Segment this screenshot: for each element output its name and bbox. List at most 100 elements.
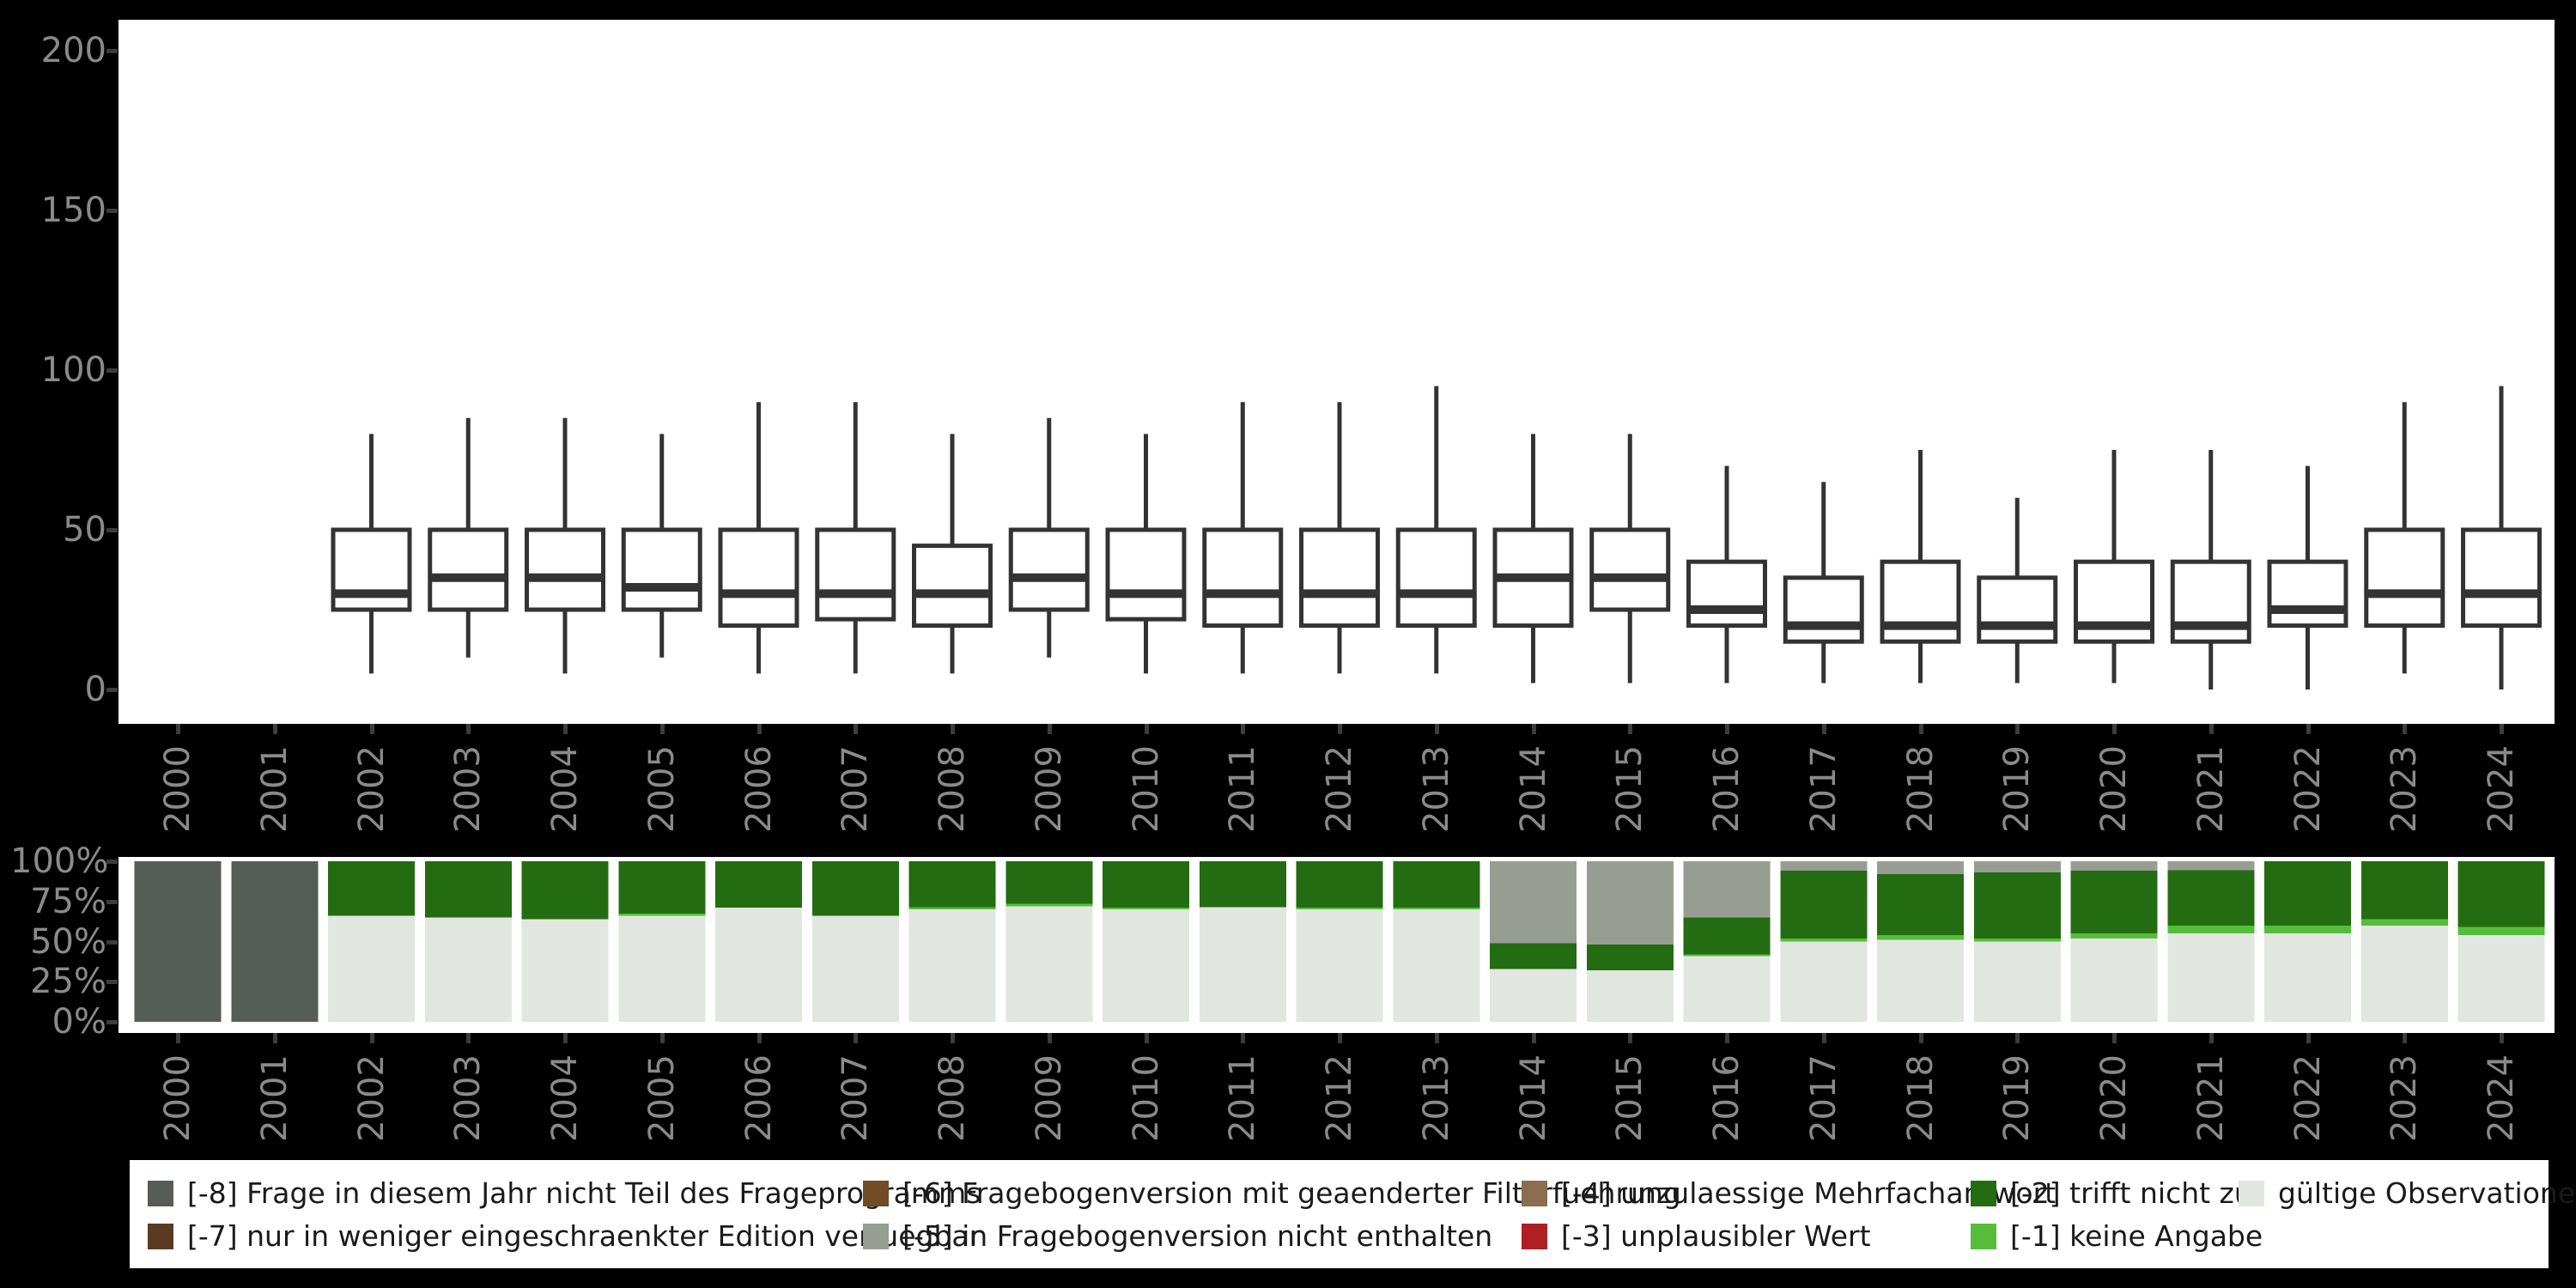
legend-label-valid: gültige Observationen — [2278, 1176, 2576, 1210]
bar-segment-2015-valid — [1586, 970, 1674, 1022]
legend-label-minus1: [-1] keine Angabe — [2010, 1219, 2263, 1253]
iqr-box — [2461, 527, 2542, 629]
boxplot-2023 — [2364, 402, 2445, 674]
bar-segment-2008-minus2 — [908, 861, 996, 908]
bar-segment-2004-minus2 — [521, 861, 609, 920]
year-label-top-2005: 2005 — [641, 745, 682, 833]
boxplot-2007 — [815, 402, 896, 674]
y-axis-tick — [106, 209, 118, 213]
legend-swatch-minus4 — [1522, 1181, 1547, 1206]
x-axis-tick-bottom — [1241, 1033, 1246, 1043]
year-label-bottom-2011: 2011 — [1223, 1054, 1263, 1142]
x-axis-tick-top — [2112, 724, 2117, 734]
year-label-bottom-2017: 2017 — [1803, 1054, 1844, 1142]
x-axis-tick-top — [854, 724, 859, 734]
year-label-top-2020: 2020 — [2094, 745, 2134, 833]
bar-segment-2017-minus1 — [1780, 938, 1868, 942]
x-axis-tick-bottom — [1628, 1033, 1633, 1043]
year-label-top-2021: 2021 — [2190, 745, 2231, 833]
boxplot-2003 — [428, 417, 509, 658]
x-axis-tick-bottom — [2208, 1033, 2214, 1043]
x-axis-tick-top — [369, 724, 374, 734]
bar-segment-2005-minus2 — [618, 861, 706, 914]
y-axis-tick — [106, 688, 118, 692]
iqr-box — [1589, 527, 1671, 612]
year-label-bottom-2018: 2018 — [1900, 1054, 1941, 1142]
year-label-bottom-2001: 2001 — [254, 1054, 295, 1142]
x-axis-tick-top — [466, 724, 471, 734]
bar-segment-2016-minus1 — [1683, 954, 1771, 957]
x-axis-tick-top — [1531, 724, 1536, 734]
x-axis-tick-bottom — [1531, 1033, 1536, 1043]
bar-segment-2019-valid — [1973, 941, 2061, 1022]
x-axis-tick-top — [1918, 724, 1923, 734]
year-label-top-2019: 2019 — [1997, 745, 2038, 833]
bar-segment-2018-minus1 — [1877, 935, 1964, 940]
year-label-top-2008: 2008 — [933, 745, 972, 833]
year-label-top-2001: 2001 — [254, 745, 295, 833]
bar-segment-2012-minus2 — [1296, 861, 1383, 908]
iqr-box — [1202, 527, 1284, 629]
boxplot-2002 — [331, 434, 412, 674]
bar-segment-2010-minus2 — [1103, 861, 1189, 908]
x-axis-tick-bottom — [466, 1033, 471, 1043]
percent-axis-label-25: 25% — [30, 962, 106, 1002]
year-label-top-2015: 2015 — [1610, 745, 1650, 833]
legend-swatch-minus1 — [1971, 1224, 1996, 1249]
boxplot-2005 — [621, 434, 702, 658]
bar-segment-2008-minus1 — [908, 907, 996, 910]
year-label-bottom-2008: 2008 — [933, 1054, 972, 1142]
year-label-bottom-2005: 2005 — [641, 1054, 682, 1142]
bar-segment-2003-valid — [424, 917, 512, 1022]
x-axis-tick-top — [1144, 724, 1149, 734]
year-label-bottom-2007: 2007 — [835, 1054, 876, 1142]
year-label-bottom-2015: 2015 — [1610, 1054, 1650, 1142]
year-label-bottom-2016: 2016 — [1707, 1054, 1747, 1142]
bar-segment-2006-valid — [715, 908, 802, 1022]
boxplot-2017 — [1783, 482, 1864, 683]
bar-segment-2015-minus5 — [1586, 861, 1674, 945]
x-axis-tick-bottom — [176, 1033, 180, 1043]
bar-segment-2013-minus1 — [1393, 908, 1480, 910]
year-label-bottom-2004: 2004 — [545, 1054, 585, 1142]
x-axis-tick-bottom — [1047, 1033, 1052, 1043]
year-label-bottom-2024: 2024 — [2482, 1054, 2521, 1142]
boxplot-2013 — [1395, 386, 1477, 674]
bar-segment-2021-minus2 — [2167, 870, 2255, 926]
year-label-bottom-2000: 2000 — [158, 1054, 197, 1142]
year-label-top-2023: 2023 — [2385, 745, 2425, 833]
boxplot-2024 — [2461, 386, 2542, 690]
bar-segment-2021-minus1 — [2167, 925, 2255, 934]
percent-axis-label-50: 50% — [30, 921, 106, 962]
x-axis-tick-top — [2208, 724, 2214, 734]
legend-label-minus5: [-5] in Fragebogenversion nicht enthalte… — [902, 1219, 1493, 1253]
y-axis-label-50: 50 — [63, 510, 106, 550]
x-axis-tick-bottom — [1821, 1033, 1826, 1043]
boxplot-2012 — [1299, 402, 1380, 674]
legend-swatch-minus5 — [863, 1224, 889, 1249]
x-axis-tick-top — [1628, 724, 1633, 734]
x-axis-tick-top — [176, 724, 180, 734]
percent-axis-tick — [106, 1020, 118, 1024]
iqr-box — [1299, 527, 1380, 629]
year-label-bottom-2019: 2019 — [1997, 1054, 2038, 1142]
bar-segment-2008-valid — [908, 909, 996, 1022]
bar-segment-2024-minus1 — [2458, 927, 2545, 936]
year-label-bottom-2014: 2014 — [1513, 1054, 1553, 1142]
year-label-bottom-2010: 2010 — [1126, 1054, 1166, 1142]
bar-segment-2016-valid — [1683, 956, 1771, 1022]
bar-segment-2020-minus5 — [2070, 861, 2158, 872]
bar-segment-2024-minus2 — [2458, 861, 2545, 927]
bar-segment-2016-minus5 — [1683, 861, 1771, 918]
bar-segment-2016-minus2 — [1683, 917, 1771, 955]
boxplot-canvas — [331, 386, 2542, 690]
bar-segment-2005-minus1 — [618, 913, 706, 916]
year-label-bottom-2020: 2020 — [2094, 1054, 2134, 1142]
iqr-box — [2267, 559, 2348, 629]
bar-segment-2010-minus1 — [1103, 908, 1189, 910]
bar-segment-2017-valid — [1780, 941, 1868, 1022]
bar-segment-2014-minus5 — [1490, 861, 1577, 944]
bar-segment-2002-minus2 — [328, 861, 415, 916]
x-axis-tick-bottom — [369, 1033, 374, 1043]
